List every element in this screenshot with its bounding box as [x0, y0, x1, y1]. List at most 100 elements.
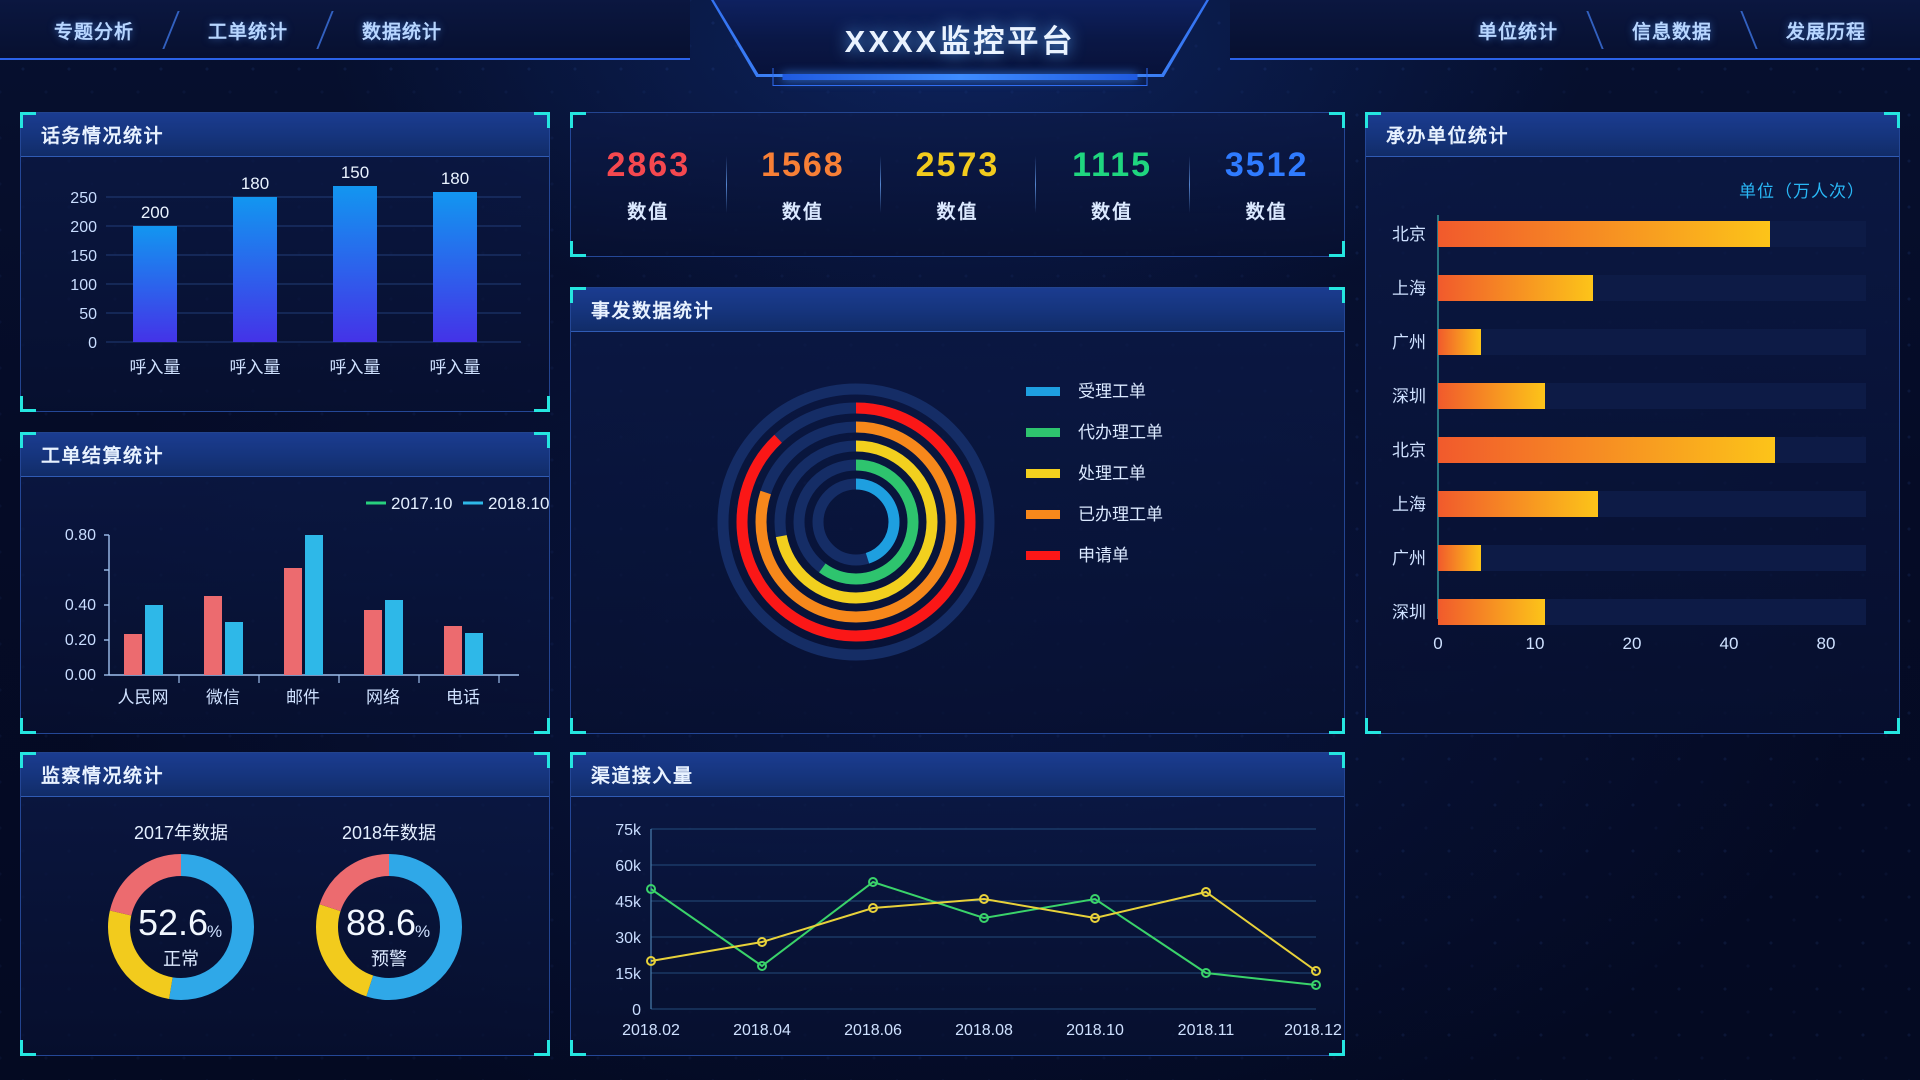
units-unit-label: 单位（万人次） — [1739, 182, 1865, 201]
svg-text:0: 0 — [1433, 634, 1442, 653]
panel-header: 承办单位统计 — [1366, 113, 1899, 157]
svg-text:网络: 网络 — [366, 688, 400, 707]
panel-kpi: 2863 数值 1568 数值 2573 数值 1115 数值 3512 数值 — [570, 112, 1345, 257]
kpi-card-1[interactable]: 1568 数值 — [725, 145, 881, 224]
panel-title: 工单结算统计 — [41, 446, 165, 467]
kpi-card-4[interactable]: 3512 数值 — [1189, 146, 1344, 224]
svg-text:已办理工单: 已办理工单 — [1078, 505, 1163, 524]
svg-text:60k: 60k — [615, 858, 642, 875]
corner-icon — [1329, 112, 1345, 128]
svg-text:40: 40 — [1720, 634, 1739, 653]
panel-order-settlement: 工单结算统计 2017.10 2018.10 — [20, 432, 550, 734]
corner-icon — [570, 718, 586, 734]
panel-title: 渠道接入量 — [591, 766, 694, 787]
svg-text:0.20: 0.20 — [65, 632, 96, 649]
svg-text:深圳: 深圳 — [1392, 603, 1426, 622]
corner-icon — [20, 752, 36, 768]
nav-item-3[interactable]: 单位统计 — [1477, 21, 1558, 43]
corner-icon — [20, 1040, 36, 1056]
svg-text:45k: 45k — [615, 894, 642, 911]
incident-radial-chart: 受理工单 代办理工单 处理工单 已办理工单 申请单 — [717, 382, 1163, 661]
panel-title: 话务情况统计 — [41, 126, 165, 147]
title-frame — [772, 68, 1148, 86]
kpi-row: 2863 数值 1568 数值 2573 数值 1115 数值 3512 数值 — [571, 113, 1344, 256]
corner-icon — [1884, 112, 1900, 128]
gauge-1-value: 52.6 — [138, 902, 208, 943]
svg-text:北京: 北京 — [1392, 225, 1426, 244]
nav-item-4[interactable]: 信息数据 — [1631, 21, 1712, 43]
nav-item-1[interactable]: 工单统计 — [208, 21, 289, 43]
panel-title: 承办单位统计 — [1386, 126, 1510, 147]
kpi-label-0: 数值 — [627, 201, 670, 223]
corner-icon — [534, 752, 550, 768]
header: 专题分析 工单统计 数据统计 单位统计 信息数据 发展历程 XXXX监控平台 — [0, 0, 1920, 86]
svg-text:50: 50 — [79, 306, 97, 323]
gauge-2-unit: % — [415, 922, 430, 941]
svg-text:2018.04: 2018.04 — [733, 1022, 791, 1039]
kpi-value-3: 1115 — [1072, 145, 1153, 184]
svg-text:180: 180 — [441, 169, 469, 188]
corner-icon — [534, 112, 550, 128]
header-trapezoid — [713, 0, 1207, 74]
nav-item-0[interactable]: 专题分析 — [54, 21, 135, 43]
nav-item-2[interactable]: 数据统计 — [362, 21, 443, 43]
corner-icon — [1329, 241, 1345, 257]
svg-text:2018.12: 2018.12 — [1284, 1022, 1342, 1039]
svg-text:100: 100 — [70, 277, 97, 294]
corner-icon — [20, 112, 36, 128]
corner-icon — [1329, 1040, 1345, 1056]
svg-text:人民网: 人民网 — [118, 688, 169, 707]
svg-text:0: 0 — [88, 335, 97, 352]
header-center: XXXX监控平台 — [650, 0, 1270, 90]
nav-right: 单位统计 信息数据 发展历程 — [1464, 0, 1880, 60]
kpi-card-2[interactable]: 2573 数值 — [880, 146, 1035, 224]
svg-text:微信: 微信 — [206, 688, 240, 707]
corner-icon — [20, 396, 36, 412]
corner-icon — [1884, 718, 1900, 734]
kpi-card-0[interactable]: 2863 数值 — [571, 146, 726, 224]
kpi-value-1: 1568 — [761, 145, 845, 184]
svg-text:2018.06: 2018.06 — [844, 1022, 902, 1039]
gauge-1-caption: 2017年数据 — [134, 823, 228, 843]
corner-icon — [1329, 718, 1345, 734]
svg-text:30k: 30k — [615, 930, 642, 947]
corner-icon — [570, 112, 586, 128]
svg-text:0.80: 0.80 — [65, 527, 96, 544]
corner-icon — [1365, 718, 1381, 734]
corner-icon — [1365, 112, 1381, 128]
corner-icon — [534, 718, 550, 734]
svg-text:80: 80 — [1817, 634, 1836, 653]
panel-units: 承办单位统计 单位（万人次） 北京 — [1365, 112, 1900, 734]
panel-title: 事发数据统计 — [591, 301, 715, 322]
svg-text:上海: 上海 — [1392, 495, 1426, 514]
corner-icon — [570, 1040, 586, 1056]
panel-call-stats: 话务情况统计 0 — [20, 112, 550, 412]
svg-text:北京: 北京 — [1392, 441, 1426, 460]
legend-label-2017: 2017.10 — [391, 494, 452, 513]
svg-text:呼入量: 呼入量 — [430, 358, 481, 377]
panel-header: 渠道接入量 — [571, 753, 1344, 797]
panel-inspection: 监察情况统计 2017年数据 52.6 % 正常 2018年数据 — [20, 752, 550, 1056]
units-hbar-chart: 北京 上海 广州 深圳 北京 上海 — [1392, 215, 1866, 653]
svg-text:10: 10 — [1526, 634, 1545, 653]
corner-icon — [20, 718, 36, 734]
panel-title: 监察情况统计 — [41, 766, 165, 787]
corner-icon — [570, 241, 586, 257]
panel-body: 受理工单 代办理工单 处理工单 已办理工单 申请单 — [571, 332, 1344, 733]
panel-incident: 事发数据统计 — [570, 287, 1345, 734]
legend-label-2018: 2018.10 — [488, 494, 549, 513]
panel-body: 单位（万人次） 北京 上海 — [1366, 157, 1899, 733]
corner-icon — [570, 752, 586, 768]
nav-separator-icon — [302, 11, 348, 49]
svg-text:受理工单: 受理工单 — [1078, 382, 1146, 401]
kpi-card-3[interactable]: 1115 数值 — [1034, 145, 1190, 224]
nav-item-5[interactable]: 发展历程 — [1785, 21, 1866, 43]
kpi-value-0: 2863 — [606, 145, 691, 184]
header-left-bg — [0, 0, 690, 60]
svg-text:0.40: 0.40 — [65, 597, 96, 614]
kpi-label-1: 数值 — [781, 201, 824, 223]
corner-icon — [534, 432, 550, 448]
panel-header: 监察情况统计 — [21, 753, 549, 797]
kpi-value-2: 2573 — [915, 145, 1000, 184]
